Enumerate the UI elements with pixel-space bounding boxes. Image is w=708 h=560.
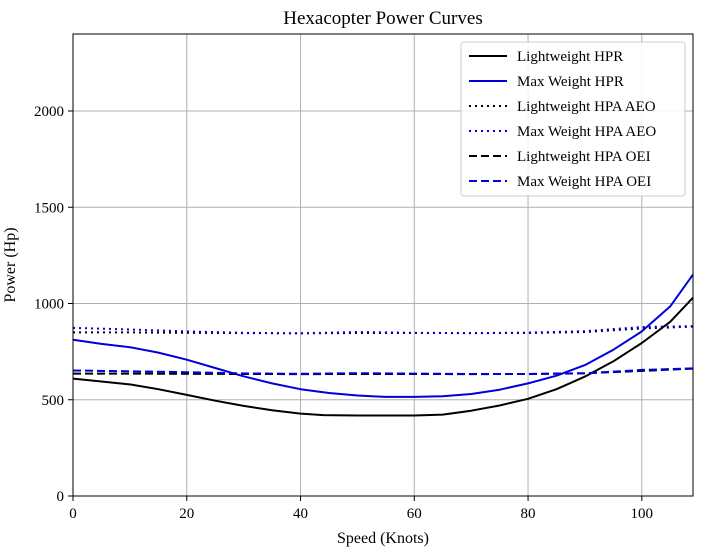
series-line-lightweight-hpr (72, 297, 694, 417)
series-line-max-weight-hpr (72, 274, 694, 398)
x-axis-ticks: 0 20 40 60 80 100 (69, 496, 653, 522)
series-line-max-weight-hpa-aeo (72, 325, 694, 335)
legend-label-lightweight-hpa-aeo: Lightweight HPA AEO (517, 99, 656, 115)
x-tick-label: 20 (179, 506, 194, 522)
y-axis-ticks: 0 500 1000 1500 2000 (34, 104, 73, 505)
x-axis-label: Speed (Knots) (337, 530, 429, 547)
legend-label-max-weight-hpr: Max Weight HPR (517, 74, 624, 90)
series-lines (72, 274, 694, 417)
legend-box (460, 41, 686, 197)
series-line-max-weight-hpa-oei (72, 367, 694, 375)
legend-label-max-weight-hpa-oei: Max Weight HPA OEI (517, 174, 651, 190)
y-tick-label: 1000 (34, 297, 64, 313)
chart-title: Hexacopter Power Curves (283, 8, 482, 29)
x-tick-label: 60 (407, 506, 422, 522)
x-tick-label: 0 (69, 506, 77, 522)
x-tick-label: 40 (293, 506, 308, 522)
y-tick-label: 1500 (34, 200, 64, 216)
plot-frame (72, 33, 694, 497)
y-tick-label: 500 (42, 393, 65, 409)
series-line-lightweight-hpa-aeo (73, 325, 694, 335)
y-axis-label: Power (Hp) (2, 227, 19, 302)
x-tick-label: 100 (631, 506, 654, 522)
y-tick-label: 0 (57, 489, 65, 505)
legend: Lightweight HPR Max Weight HPR Lightweight… (460, 41, 686, 197)
legend-label-max-weight-hpa-aeo: Max Weight HPA AEO (517, 124, 656, 140)
legend-label-lightweight-hpr: Lightweight HPR (517, 49, 623, 65)
x-tick-label: 80 (521, 506, 536, 522)
y-tick-label: 2000 (34, 104, 64, 120)
legend-label-lightweight-hpa-oei: Lightweight HPA OEI (517, 149, 651, 165)
